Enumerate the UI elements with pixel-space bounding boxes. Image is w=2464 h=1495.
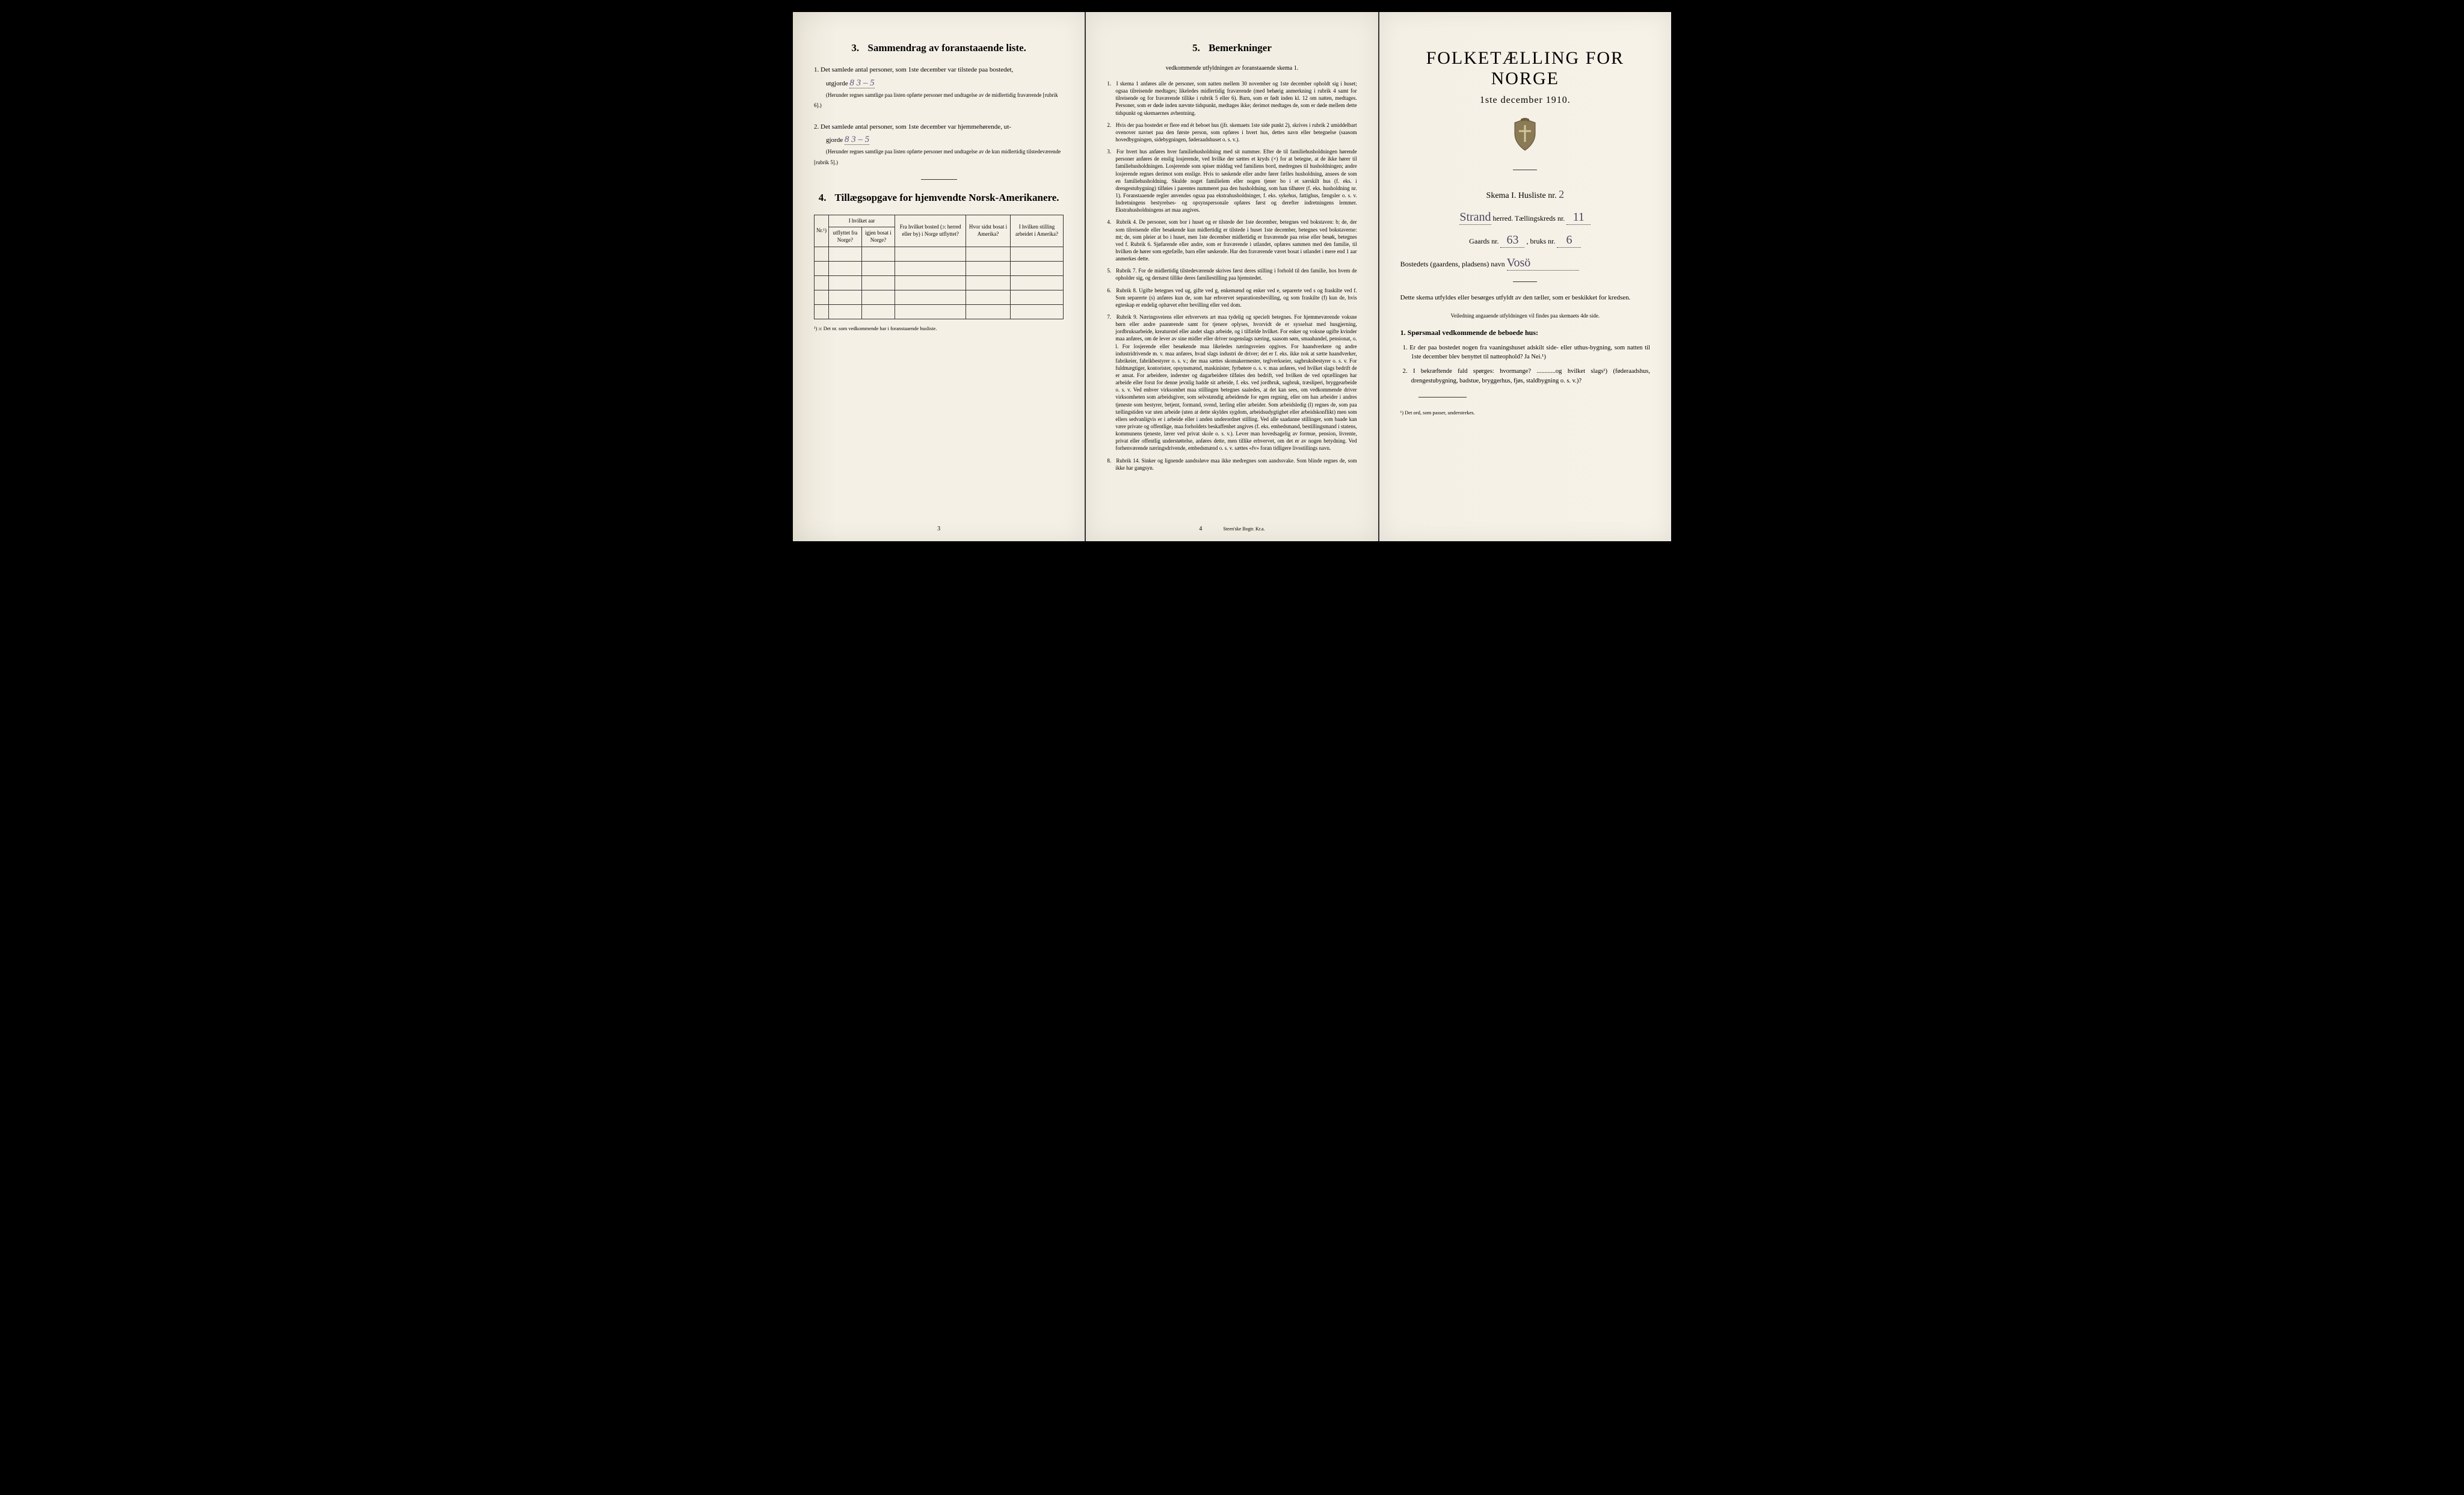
note-item: 3. For hvert hus anføres hver familiehus… (1107, 148, 1357, 213)
bruks-label: , bruks nr. (1526, 237, 1555, 245)
item1-note: (Herunder regnes samtlige paa listen opf… (814, 92, 1058, 109)
section5-subtitle: vedkommende utfyldningen av foranstaaend… (1107, 65, 1357, 72)
table-footnote: ¹) ɔ: Det nr. som vedkommende har i fora… (814, 325, 1064, 331)
divider (1513, 281, 1537, 282)
note-text: Rubrik 9. Næringsveiens eller erhvervets… (1115, 314, 1357, 452)
note-text: Hvis der paa bostedet er flere end ét be… (1115, 122, 1357, 143)
kreds-value: 11 (1566, 210, 1591, 225)
note-item: 5. Rubrik 7. For de midlertidig tilstede… (1107, 267, 1357, 281)
table-row (815, 275, 1064, 290)
item1-text2: utgjorde (826, 80, 848, 87)
note-text: Rubrik 14. Sinker og lignende aandssløve… (1115, 458, 1357, 471)
instruction1: Dette skema utfyldes eller besørges utfy… (1400, 293, 1650, 303)
page-right: FOLKETÆLLING FOR NORGE 1ste december 191… (1379, 12, 1671, 541)
th-from: Fra hvilket bosted (ɔ: herred eller by) … (895, 215, 966, 247)
note-text: Rubrik 8. Ugifte betegnes ved ug, gifte … (1115, 287, 1357, 308)
bosted-label: Bostedets (gaardens, pladsens) navn (1400, 260, 1505, 268)
th-where: Hvor sidst bosat i Amerika? (966, 215, 1010, 247)
section3-heading: 3. Sammendrag av foranstaaende liste. (814, 42, 1064, 54)
table-row (815, 290, 1064, 304)
gaard-value: 63 (1500, 233, 1524, 248)
page-middle: 5. Bemerkninger vedkommende utfyldningen… (1086, 12, 1378, 541)
table-row (815, 247, 1064, 261)
divider (921, 179, 957, 180)
note-text: I skema 1 anføres alle de personer, som … (1115, 81, 1357, 116)
pagenum-text: 4 (1199, 526, 1202, 532)
th-year-back: igjen bosat i Norge? (861, 227, 895, 247)
item2: 2. Det samlede antal personer, som 1ste … (814, 122, 1064, 168)
item1: 1. Det samlede antal personer, som 1ste … (814, 65, 1064, 111)
note-item: 4. Rubrik 4. De personer, som bor i huse… (1107, 218, 1357, 262)
section3-title: Sammendrag av foranstaaende liste. (867, 42, 1026, 54)
item1-text: Det samlede antal personer, som 1ste dec… (821, 66, 1013, 73)
questions-header: 1. Spørsmaal vedkommende de beboede hus: (1400, 328, 1650, 337)
herred-label: herred. Tællingskreds nr. (1493, 214, 1565, 223)
note-text: Rubrik 4. De personer, som bor i huset o… (1115, 219, 1357, 262)
gaard-label: Gaards nr. (1469, 237, 1498, 245)
bosted-value: Vosö (1507, 256, 1579, 271)
crest-icon (1400, 118, 1650, 158)
item1-num: 1. (814, 66, 819, 73)
main-title: FOLKETÆLLING FOR NORGE (1400, 48, 1650, 89)
question2: 2. I bekræftende fald spørges: hvormange… (1411, 367, 1650, 386)
th-year: I hvilket aar (828, 215, 895, 227)
note-text: Rubrik 7. For de midlertidig tilstedevær… (1115, 268, 1357, 281)
page-number: 3 (793, 526, 1085, 532)
section4-number: 4. (819, 192, 827, 203)
note-item: 2. Hvis der paa bostedet er flere end ét… (1107, 121, 1357, 143)
section5-number: 5. (1192, 42, 1200, 54)
skema-label: Skema I. Husliste nr. (1486, 191, 1557, 200)
q1-text: 1. Er der paa bostedet nogen fra vaaning… (1403, 345, 1650, 361)
section5-title: Bemerkninger (1209, 42, 1272, 54)
skema-value: 2 (1559, 188, 1564, 200)
item1-value: 8 3 – 5 (849, 78, 874, 88)
section3-number: 3. (851, 42, 859, 54)
footnote: ¹) Det ord, som passer, understrekes. (1400, 410, 1650, 416)
herred-line: Strand herred. Tællingskreds nr. 11 (1400, 210, 1650, 225)
herred-value: Strand (1459, 210, 1491, 225)
note-item: 8. Rubrik 14. Sinker og lignende aandssl… (1107, 457, 1357, 471)
th-nr: Nr.¹) (815, 215, 829, 247)
bosted-line: Bostedets (gaardens, pladsens) navn Vosö (1400, 256, 1650, 271)
item2-value: 8 3 – 5 (845, 135, 869, 145)
item2-text2: gjorde (826, 137, 843, 144)
note-item: 7. Rubrik 9. Næringsveiens eller erhverv… (1107, 313, 1357, 452)
date-line: 1ste december 1910. (1400, 95, 1650, 106)
note-item: 1. I skema 1 anføres alle de personer, s… (1107, 80, 1357, 117)
table-row (815, 304, 1064, 319)
document-spread: 3. Sammendrag av foranstaaende liste. 1.… (793, 12, 1671, 541)
section4-heading: 4. Tillægsopgave for hjemvendte Norsk-Am… (814, 192, 1064, 204)
note-text: For hvert hus anføres hver familiehushol… (1115, 149, 1357, 213)
th-occ: I hvilken stilling arbeidet i Amerika? (1010, 215, 1064, 247)
instruction2: Veiledning angaaende utfyldningen vil fi… (1400, 313, 1650, 319)
notes-list: 1. I skema 1 anføres alle de personer, s… (1107, 80, 1357, 471)
skema-line: Skema I. Husliste nr. 2 (1400, 188, 1650, 201)
table-row (815, 261, 1064, 275)
page-left: 3. Sammendrag av foranstaaende liste. 1.… (793, 12, 1085, 541)
question1: 1. Er der paa bostedet nogen fra vaaning… (1411, 343, 1650, 363)
page-number: 4 Steen'ske Bogtr. Kr.a. (1086, 526, 1378, 532)
divider (1418, 397, 1467, 398)
item2-num: 2. (814, 123, 819, 130)
section4-title: Tillægsopgave for hjemvendte Norsk-Ameri… (835, 192, 1059, 203)
gaard-line: Gaards nr. 63 , bruks nr. 6 (1400, 233, 1650, 248)
item2-note: (Herunder regnes samtlige paa listen opf… (814, 149, 1061, 165)
imprint: Steen'ske Bogtr. Kr.a. (1223, 526, 1264, 532)
emigrant-table: Nr.¹) I hvilket aar Fra hvilket bosted (… (814, 215, 1064, 319)
section5-heading: 5. Bemerkninger (1107, 42, 1357, 54)
th-year-out: utflyttet fra Norge? (828, 227, 861, 247)
note-item: 6. Rubrik 8. Ugifte betegnes ved ug, gif… (1107, 287, 1357, 309)
bruks-value: 6 (1557, 233, 1581, 248)
item2-text: Det samlede antal personer, som 1ste dec… (821, 123, 1011, 130)
